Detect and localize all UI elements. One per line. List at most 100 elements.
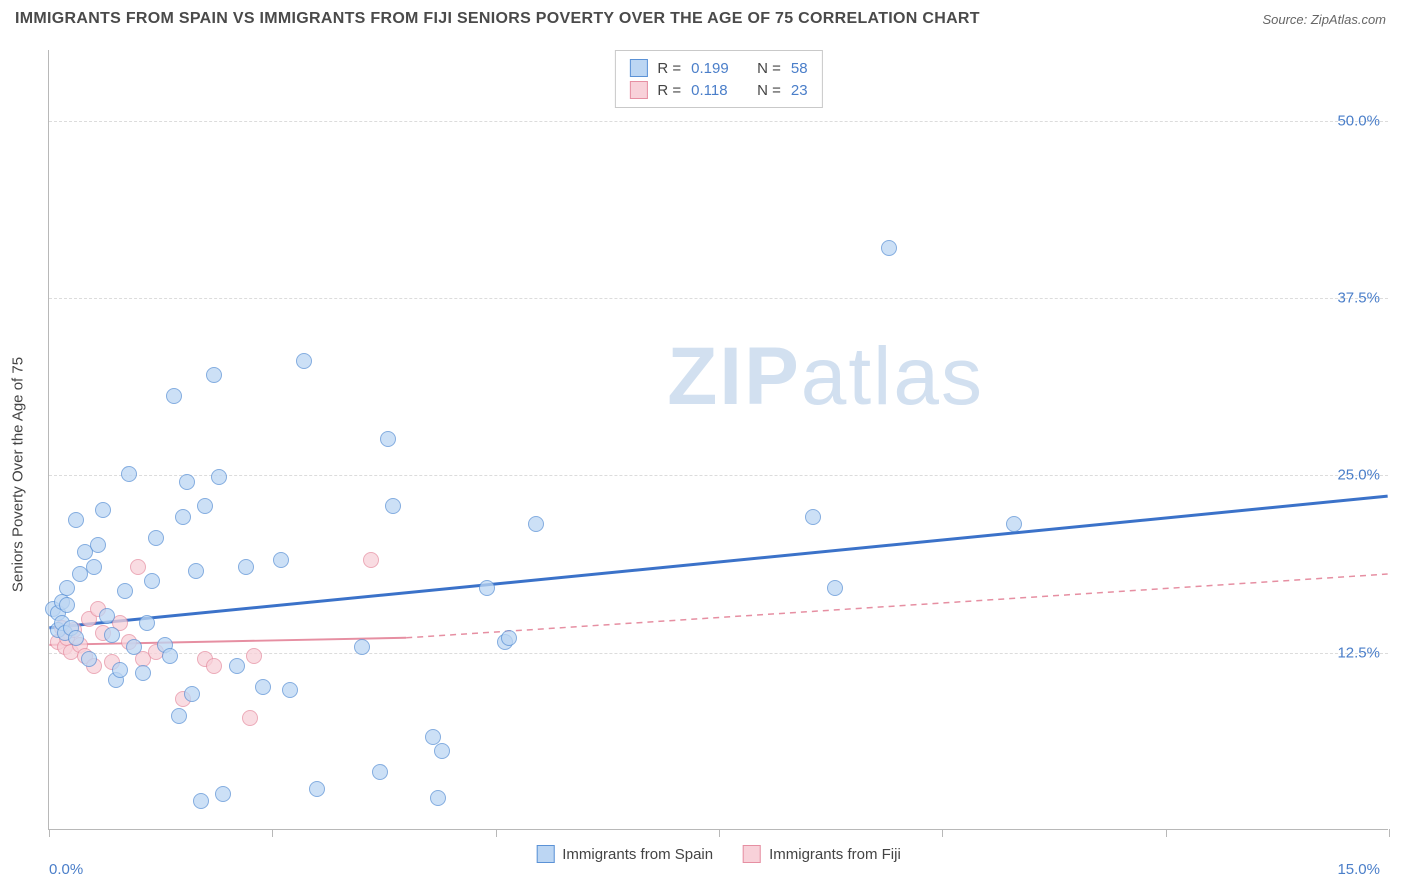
data-point-spain [881,240,897,256]
fiji-r-value: 0.118 [691,82,739,99]
data-point-fiji [246,648,262,664]
data-point-spain [144,573,160,589]
data-point-spain [104,627,120,643]
chart-header: IMMIGRANTS FROM SPAIN VS IMMIGRANTS FROM… [0,0,1406,33]
data-point-spain [126,639,142,655]
data-point-spain [211,469,227,485]
data-point-spain [162,648,178,664]
data-point-spain [99,608,115,624]
legend-spain: Immigrants from Spain [536,845,713,863]
data-point-spain [117,583,133,599]
r-label: R = [657,82,681,99]
watermark: ZIPatlas [667,330,984,424]
x-max-label: 15.0% [1337,861,1380,878]
data-point-fiji [206,658,222,674]
x-tick [496,829,497,837]
data-point-spain [215,786,231,802]
data-point-spain [430,790,446,806]
swatch-spain-icon [536,845,554,863]
legend-fiji: Immigrants from Fiji [743,845,901,863]
source-label: Source: ZipAtlas.com [1262,12,1386,27]
data-point-spain [179,474,195,490]
data-point-spain [135,665,151,681]
data-point-spain [59,580,75,596]
data-point-fiji [363,552,379,568]
chart-container: Seniors Poverty Over the Age of 75 ZIPat… [0,40,1406,892]
swatch-spain-icon [629,59,647,77]
data-point-spain [805,509,821,525]
data-point-spain [501,630,517,646]
data-point-spain [434,743,450,759]
data-point-spain [296,353,312,369]
gridline [49,298,1388,299]
data-point-spain [90,537,106,553]
data-point-spain [197,498,213,514]
data-point-fiji [242,710,258,726]
chart-title: IMMIGRANTS FROM SPAIN VS IMMIGRANTS FROM… [15,10,980,28]
data-point-spain [309,781,325,797]
n-label: N = [757,82,781,99]
data-point-spain [255,679,271,695]
data-point-spain [827,580,843,596]
swatch-fiji-icon [743,845,761,863]
r-label: R = [657,60,681,77]
y-axis-label: Seniors Poverty Over the Age of 75 [10,357,27,592]
x-tick [49,829,50,837]
data-point-spain [1006,516,1022,532]
data-point-spain [229,658,245,674]
fiji-n-value: 23 [791,82,808,99]
data-point-spain [95,502,111,518]
gridline [49,475,1388,476]
n-label: N = [757,60,781,77]
data-point-fiji [130,559,146,575]
data-point-spain [380,431,396,447]
data-point-spain [206,367,222,383]
data-point-spain [273,552,289,568]
data-point-spain [193,793,209,809]
data-point-spain [188,563,204,579]
data-point-spain [166,388,182,404]
x-tick [272,829,273,837]
legend: Immigrants from Spain Immigrants from Fi… [536,845,901,863]
data-point-spain [86,559,102,575]
data-point-spain [112,662,128,678]
stats-row-fiji: R = 0.118 N = 23 [629,79,807,101]
data-point-spain [282,682,298,698]
data-point-spain [68,630,84,646]
data-point-spain [238,559,254,575]
stats-row-spain: R = 0.199 N = 58 [629,57,807,79]
x-tick [1389,829,1390,837]
spain-n-value: 58 [791,60,808,77]
data-point-spain [148,530,164,546]
watermark-zip: ZIP [667,331,801,422]
data-point-spain [385,498,401,514]
y-tick-label: 12.5% [1337,644,1380,661]
data-point-spain [171,708,187,724]
data-point-spain [528,516,544,532]
data-point-spain [372,764,388,780]
data-point-spain [479,580,495,596]
data-point-spain [81,651,97,667]
plot-area: ZIPatlas R = 0.199 N = 58 R = 0.118 N = … [48,50,1388,830]
x-min-label: 0.0% [49,861,83,878]
x-tick [942,829,943,837]
y-tick-label: 50.0% [1337,112,1380,129]
y-tick-label: 25.0% [1337,467,1380,484]
gridline [49,121,1388,122]
x-tick [719,829,720,837]
data-point-spain [184,686,200,702]
y-tick-label: 37.5% [1337,290,1380,307]
spain-r-value: 0.199 [691,60,739,77]
data-point-spain [68,512,84,528]
watermark-atlas: atlas [801,331,984,422]
data-point-spain [175,509,191,525]
data-point-spain [354,639,370,655]
x-tick [1166,829,1167,837]
legend-fiji-label: Immigrants from Fiji [769,846,901,863]
data-point-spain [59,597,75,613]
swatch-fiji-icon [629,81,647,99]
stats-box: R = 0.199 N = 58 R = 0.118 N = 23 [614,50,822,108]
data-point-spain [121,466,137,482]
data-point-spain [139,615,155,631]
legend-spain-label: Immigrants from Spain [562,846,713,863]
